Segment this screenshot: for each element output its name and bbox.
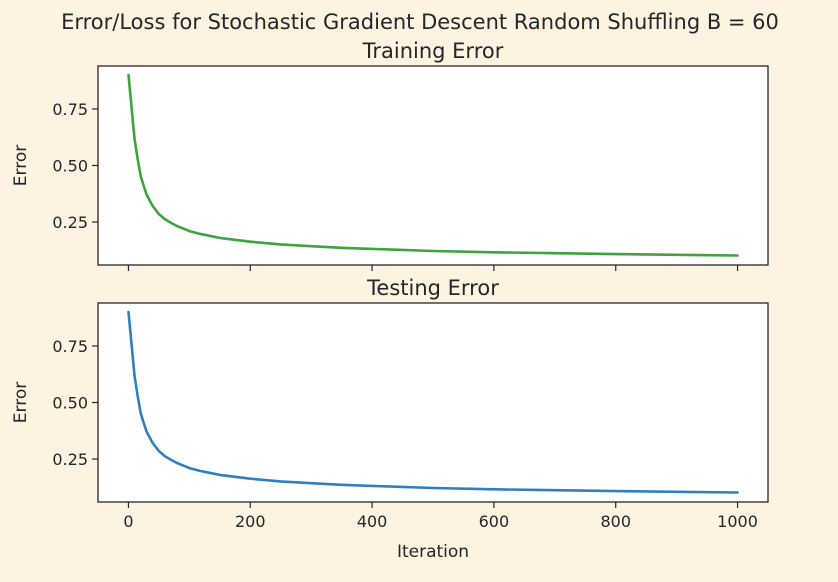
x-tick-label: 800	[600, 512, 631, 531]
y-tick-label: 0.25	[52, 450, 88, 469]
series-line-testing	[127, 310, 739, 494]
x-tick-label: 600	[479, 512, 510, 531]
series-line-training	[127, 73, 739, 257]
y-tick-label: 0.75	[52, 100, 88, 119]
y-axis-label: Error	[11, 145, 31, 186]
x-tick-label: 0	[123, 512, 133, 531]
subplot-training: Training Error 0.25 0.50 0.75 Error	[11, 39, 769, 271]
x-tick-label: 400	[357, 512, 388, 531]
figure-suptitle: Error/Loss for Stochastic Gradient Desce…	[61, 10, 779, 34]
plot-frame	[97, 65, 769, 266]
x-tick-label: 200	[235, 512, 266, 531]
x-axis-label: Iteration	[397, 542, 469, 562]
y-tick-label: 0.25	[52, 213, 88, 232]
x-tick-label: 1000	[717, 512, 758, 531]
subplot-testing: Testing Error 0.25 0.50 0.75 0 200 400 600 800 10…	[11, 276, 769, 562]
plot-area	[98, 66, 768, 265]
y-tick-label: 0.75	[52, 337, 88, 356]
y-tick-label: 0.50	[52, 157, 88, 176]
y-axis-label: Error	[11, 382, 31, 423]
plot-frame	[97, 302, 769, 503]
subplot-title: Testing Error	[366, 276, 499, 300]
plot-area	[98, 303, 768, 502]
y-tick-label: 0.50	[52, 394, 88, 413]
subplot-title: Training Error	[362, 39, 504, 63]
